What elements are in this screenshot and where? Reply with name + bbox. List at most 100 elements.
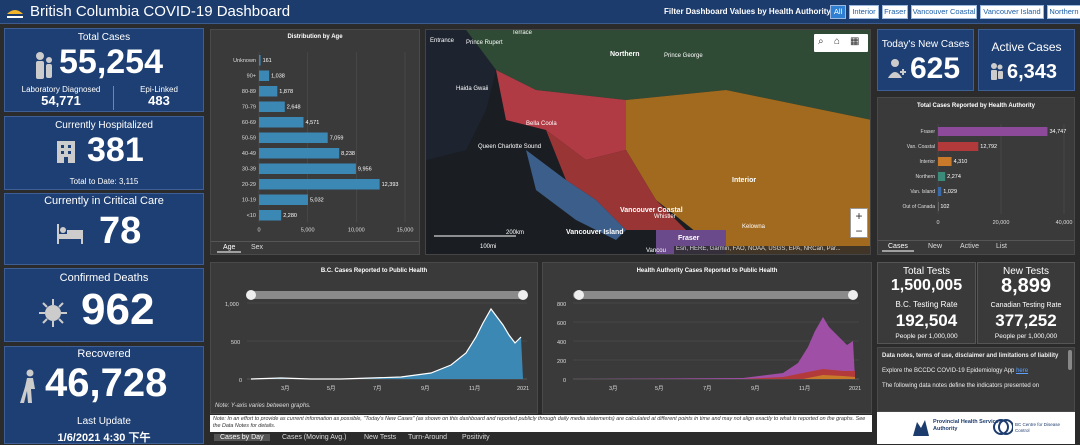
y-axis-note: Note: Y-axis varies between graphs. <box>215 403 311 409</box>
hospitalized-label: Currently Hospitalized <box>55 120 153 131</box>
tab-active[interactable]: Active <box>960 243 980 250</box>
recovered-panel: Recovered 46,728 Last Update 1/6/2021 4:… <box>4 346 204 444</box>
age-bar[interactable] <box>259 117 304 128</box>
age-bar[interactable] <box>259 210 282 221</box>
footer-logos: Provincial Health Services Authority BC … <box>877 412 1075 444</box>
tab-list[interactable]: List <box>996 243 1007 250</box>
map-label: Kelowna <box>742 224 766 230</box>
ha-bar[interactable] <box>938 202 939 211</box>
footnote: Note: In an effort to provide as current… <box>210 415 872 432</box>
ha-bar-chart[interactable]: Fraser 34,747 Van. Coastal 12,792 Interior 4,… <box>878 112 1074 240</box>
age-bar[interactable] <box>259 148 340 159</box>
age-value-label: 2,648 <box>287 105 301 111</box>
map-scale-km: 200km <box>506 230 524 236</box>
ha-value-label: 34,747 <box>1049 129 1066 135</box>
range-slider-track[interactable] <box>573 291 857 299</box>
age-bar[interactable] <box>259 86 278 97</box>
ha-bar[interactable] <box>938 157 952 166</box>
age-value-label: 5,032 <box>310 198 324 204</box>
new-cases-panel: Today's New Cases 625 <box>877 29 974 91</box>
bc-rate-value: 192,504 <box>895 311 958 330</box>
age-bar[interactable] <box>259 194 308 206</box>
age-bar[interactable] <box>259 132 328 144</box>
epi-app-link[interactable]: here <box>1016 368 1029 374</box>
filter-fraser[interactable]: Fraser <box>882 5 908 19</box>
ha-bar[interactable] <box>938 127 1048 136</box>
tab-sex[interactable]: Sex <box>251 244 264 251</box>
zoom-out-button[interactable]: − <box>855 224 863 238</box>
ha-curve-chart[interactable]: 800 600 400 200 0 3月 5月 7月 9月 11月 2021 <box>543 287 871 399</box>
age-bar[interactable] <box>259 163 356 175</box>
ha-bar[interactable] <box>938 142 979 151</box>
age-x-tick: 0 <box>257 228 260 234</box>
map-label: Northern <box>610 51 640 58</box>
age-value-label: 7,059 <box>330 136 344 142</box>
filter-vancouver-coastal[interactable]: Vancouver Coastal <box>911 5 977 19</box>
range-slider-track[interactable] <box>247 291 527 299</box>
ha-value-label: 102 <box>940 204 949 210</box>
home-icon[interactable]: ⌂ <box>834 36 841 47</box>
range-slider-handle[interactable] <box>848 290 858 300</box>
age-category-label: 50-59 <box>242 136 256 142</box>
bc-map-svg[interactable]: Northern Prince George Prince Rupert Ter… <box>426 30 871 255</box>
ha-bar[interactable] <box>938 187 942 196</box>
tab-cases-by-day[interactable]: Cases by Day <box>214 434 270 441</box>
age-bar[interactable] <box>259 55 261 66</box>
ha-category-label: Van. Island <box>910 189 935 195</box>
filter-vancouver-island[interactable]: Vancouver Island <box>980 5 1044 19</box>
age-bar-chart[interactable]: Unknown 161 90+ 1,038 80-89 1,878 70-79 2,648 60… <box>211 44 419 240</box>
tab-positivity[interactable]: Positivity <box>462 434 490 441</box>
notes-para-2: The following data notes define the indi… <box>882 383 1040 389</box>
ha-value-label: 2,274 <box>947 174 961 180</box>
y-tick-label: 600 <box>557 321 566 327</box>
data-notes-panel[interactable]: Data notes, terms of use, disclaimer and… <box>877 347 1075 412</box>
tab-cases[interactable]: Cases <box>882 243 914 252</box>
age-category-label: 80-89 <box>242 89 256 95</box>
ha-curve-title: Health Authority Cases Reported to Publi… <box>636 268 778 274</box>
dashboard-title: British Columbia COVID-19 Dashboard <box>30 3 291 20</box>
notes-scrollbar[interactable] <box>1068 350 1072 370</box>
range-slider-handle[interactable] <box>518 290 528 300</box>
tab-turn-around[interactable]: Turn-Around <box>408 434 448 441</box>
ha-bar[interactable] <box>938 172 946 181</box>
active-cases-label: Active Cases <box>991 40 1062 54</box>
tests-left-panel: Total Tests 1,500,005 B.C. Testing Rate … <box>877 262 976 344</box>
tab-new[interactable]: New <box>928 243 943 250</box>
bc-curve-title: B.C. Cases Reported to Public Health <box>320 268 428 274</box>
notes-text: Explore the BCCDC COVID-19 Epidemiology … <box>882 368 1015 374</box>
age-bar[interactable] <box>259 70 270 82</box>
health-authority-map[interactable]: Northern Prince George Prince Rupert Ter… <box>425 29 871 255</box>
tab-age[interactable]: Age <box>217 244 242 253</box>
notes-title: Data notes, terms of use, disclaimer and… <box>882 353 1059 359</box>
map-label: Prince George <box>664 53 703 59</box>
age-value-label: 1,038 <box>271 74 285 80</box>
map-label: Whistler <box>654 214 676 220</box>
x-tick-label: 11月 <box>799 385 810 392</box>
ha-chart-title: Total Cases Reported by Health Authority <box>916 103 1036 109</box>
age-value-label: 4,571 <box>305 120 319 126</box>
range-slider-handle[interactable] <box>246 290 256 300</box>
active-cases-panel: Active Cases 6,343 <box>978 29 1075 91</box>
age-value-label: 161 <box>263 58 272 64</box>
person-plus-icon <box>888 59 906 78</box>
age-bar[interactable] <box>259 101 285 113</box>
epi-linked-label: Epi-Linked <box>140 85 178 94</box>
filter-all[interactable]: All <box>830 5 846 19</box>
age-category-label: 30-39 <box>242 167 256 173</box>
tab-new-tests[interactable]: New Tests <box>364 434 397 441</box>
tab-cases-moving-avg[interactable]: Cases (Moving Avg.) <box>282 434 347 441</box>
filter-interior[interactable]: Interior <box>849 5 879 19</box>
zoom-in-button[interactable]: + <box>855 209 863 223</box>
bc-curve-chart[interactable]: 1,000 500 0 3月 5月 7月 9月 11月 2021 <box>211 287 537 399</box>
age-category-label: 60-69 <box>242 120 256 126</box>
ha-value-label: 12,792 <box>980 144 997 150</box>
age-bar[interactable] <box>259 179 380 190</box>
basemap-icon[interactable]: ▦ <box>850 36 860 47</box>
new-cases-value: 625 <box>910 52 961 85</box>
y-tick-label: 1,000 <box>225 302 239 308</box>
filter-northern[interactable]: Northern <box>1047 5 1080 19</box>
range-slider-handle[interactable] <box>574 290 584 300</box>
age-category-label: 90+ <box>247 74 256 80</box>
map-label: Queen Charlotte Sound <box>478 144 541 150</box>
search-icon[interactable]: ⌕ <box>818 36 824 47</box>
